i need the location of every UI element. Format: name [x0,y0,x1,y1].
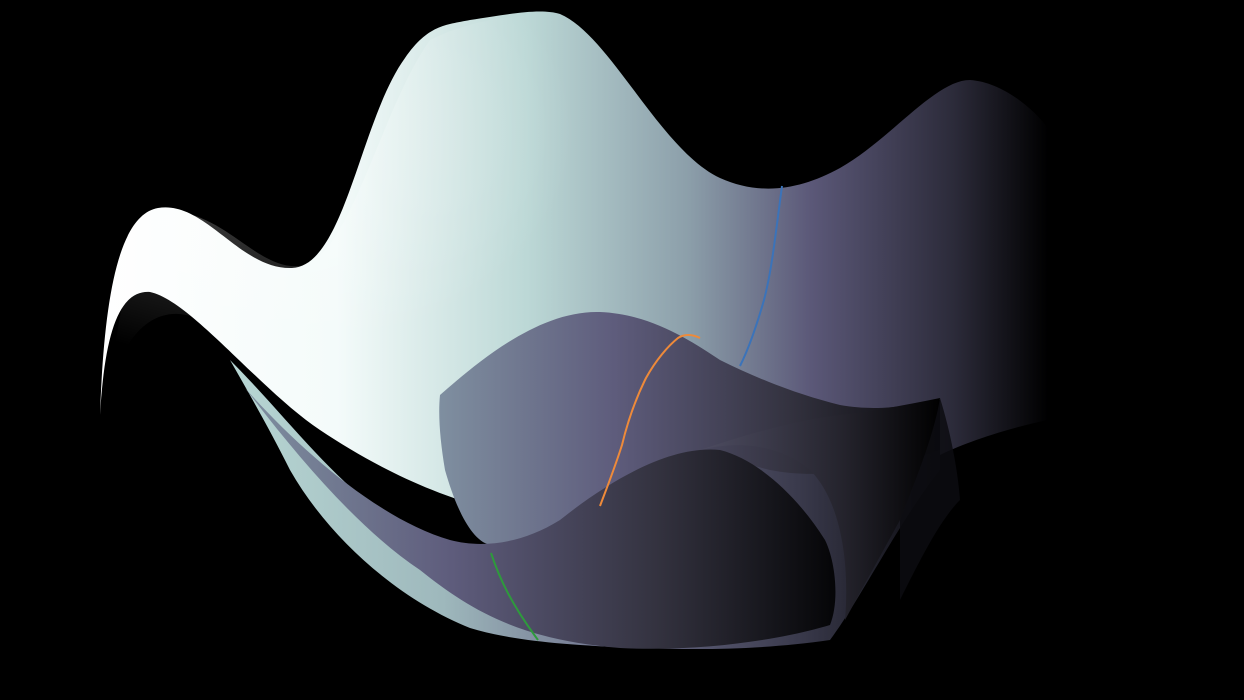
surface-upper-sheet [100,11,1048,524]
surface-front-hump [439,311,940,545]
green-path [490,552,539,641]
blue-path [739,185,783,367]
surface-lower-bowl [245,388,836,649]
surface-highlight [110,16,660,401]
surface-shadow-wedge [900,398,960,600]
orange-path [599,334,701,507]
surface-right-ridge [700,398,940,620]
